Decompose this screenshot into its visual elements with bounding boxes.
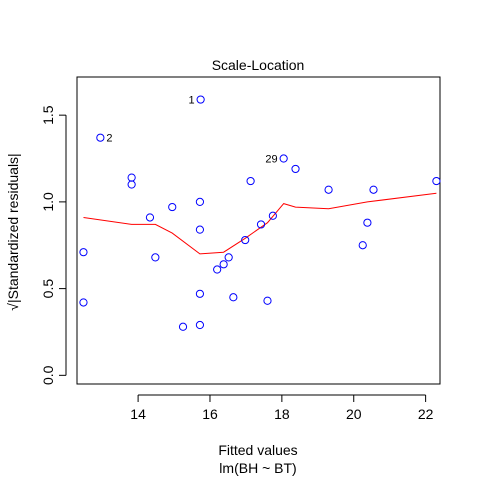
x-tick-label: 20 [346,406,362,422]
data-point [195,320,205,330]
data-point [279,154,288,163]
x-tick-label: 16 [202,406,218,422]
data-point [213,265,222,274]
point-label: 29 [265,154,277,166]
y-axis-title: √|Standardized residuals| [5,153,21,310]
data-point [79,248,88,257]
point-label: 1 [189,95,195,107]
smooth-line [83,192,437,255]
data-point [256,220,266,229]
data-point [96,133,105,142]
data-point [324,185,333,194]
data-point [178,322,188,331]
data-point [195,289,205,298]
data-point [369,185,378,194]
data-point [127,173,136,182]
smooth-line-group [83,192,437,255]
data-point [263,296,272,305]
data-point [291,164,300,174]
data-point [168,202,177,212]
data-point [196,95,205,104]
data-point [246,176,255,186]
data-point [229,293,238,302]
x-tick-label: 18 [274,406,290,422]
data-point [79,298,88,307]
chart-title: Scale-Location [212,57,305,73]
data-point [241,235,250,245]
x-tick-label: 22 [418,406,434,422]
y-tick-label: 0.5 [40,279,56,299]
points-group: 2 1 29 [79,95,441,331]
y-tick-label: 1.0 [40,192,56,212]
x-tick-label: 14 [130,406,146,422]
plot-frame [76,76,441,385]
data-point [145,213,155,222]
y-tick-label: 0.0 [40,365,56,385]
data-point [151,253,160,262]
point-label: 2 [106,133,112,145]
x-axis-subtitle: lm(BH ~ BT) [219,460,296,476]
x-axis-title: Fitted values [218,442,297,458]
y-tick-label: 1.5 [40,105,56,125]
data-point [219,260,228,269]
x-axis: 14 16 18 20 22 [130,394,434,422]
data-point [268,211,277,220]
data-point [195,197,205,206]
data-point [127,180,136,189]
y-axis: 0.0 0.5 1.0 1.5 [40,105,67,385]
data-point [224,253,233,262]
data-point [195,225,205,234]
data-point [358,241,367,250]
data-point [363,218,372,227]
data-point [432,176,441,186]
